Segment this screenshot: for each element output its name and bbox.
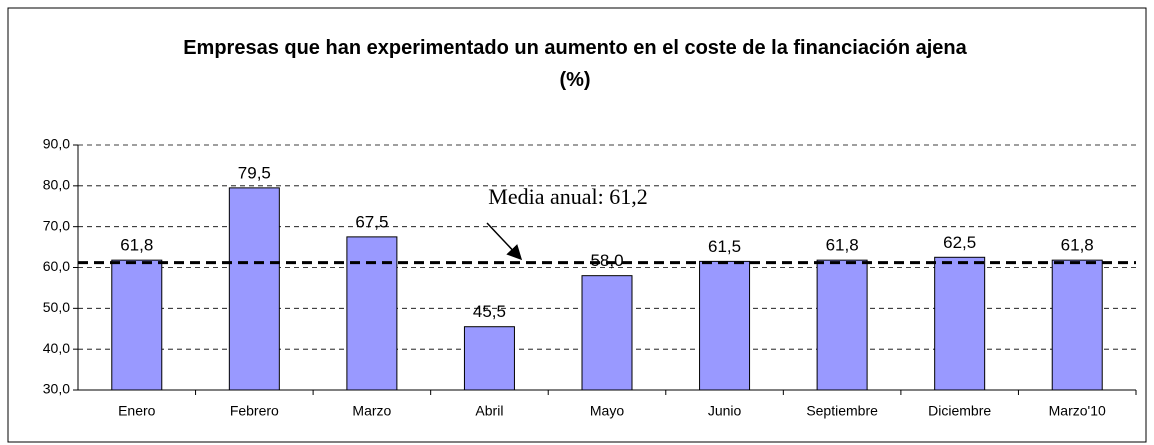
bar: [463, 326, 515, 391]
value-label: 67,5: [355, 212, 388, 231]
value-label: 61,8: [1061, 236, 1094, 255]
annotation-arrow: [486, 222, 523, 261]
x-tick-label: Septiembre: [806, 403, 878, 419]
bar: [699, 260, 751, 391]
bar: [346, 236, 398, 391]
bar: [816, 259, 868, 391]
y-tick-label: 40,0: [43, 340, 70, 356]
value-label: 61,8: [120, 236, 153, 255]
x-tick-label: Mayo: [590, 403, 624, 419]
x-tick-label: Febrero: [230, 403, 279, 419]
x-tick-label: Junio: [708, 403, 742, 419]
annotation: Media anual: 61,2: [488, 184, 647, 209]
x-tick-label: Marzo'10: [1049, 403, 1106, 419]
y-tick-label: 30,0: [43, 381, 70, 397]
x-tick-label: Diciembre: [928, 403, 991, 419]
bar: [1051, 259, 1103, 391]
bar: [934, 256, 986, 391]
value-label: 61,5: [708, 237, 741, 256]
y-tick-label: 70,0: [43, 217, 70, 233]
x-tick-label: Abril: [475, 403, 503, 419]
chart-title: Empresas que han experimentado un aument…: [183, 37, 967, 91]
x-tick-label: Enero: [118, 403, 156, 419]
value-label: 61,8: [826, 236, 859, 255]
bar: [228, 187, 280, 391]
y-tick-label: 80,0: [43, 177, 70, 193]
value-label: 79,5: [238, 163, 271, 182]
value-label: 62,5: [943, 233, 976, 252]
value-label: 45,5: [473, 302, 506, 321]
value-label: 58,0: [590, 251, 623, 270]
y-tick-label: 90,0: [43, 136, 70, 152]
bar: [111, 259, 163, 391]
y-tick-label: 50,0: [43, 299, 70, 315]
y-tick-label: 60,0: [43, 258, 70, 274]
x-tick-label: Marzo: [352, 403, 391, 419]
bar: [581, 275, 633, 391]
